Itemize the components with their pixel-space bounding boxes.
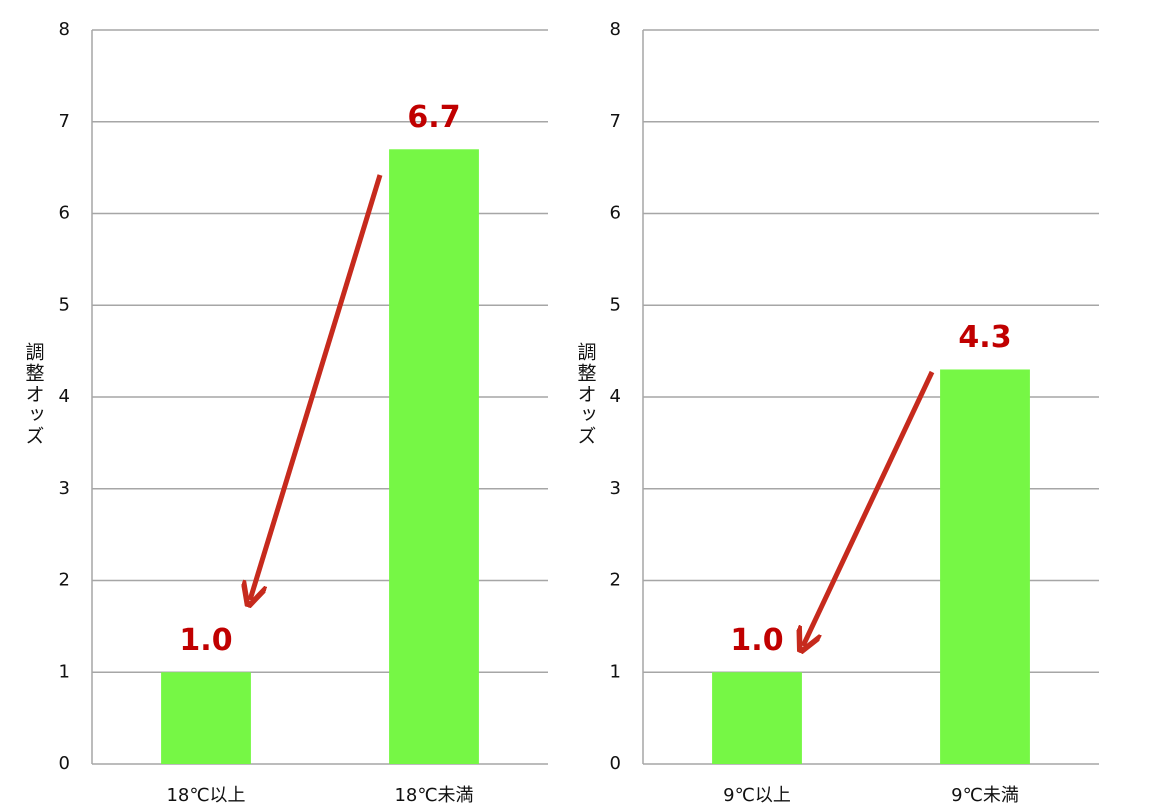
y-axis-label: 調整オッズ bbox=[23, 342, 45, 447]
x-tick-label: 9℃未満 bbox=[951, 785, 1019, 806]
y-tick-label: 1 bbox=[59, 661, 70, 682]
y-tick-label: 5 bbox=[610, 294, 621, 315]
arrow bbox=[803, 370, 935, 646]
y-tick-label: 8 bbox=[610, 19, 621, 40]
x-tick-label: 9℃以上 bbox=[723, 785, 791, 806]
value-label: 1.0 bbox=[179, 623, 232, 658]
y-tick-label: 0 bbox=[610, 753, 621, 774]
y-tick-label: 0 bbox=[59, 753, 70, 774]
y-tick-label: 6 bbox=[59, 203, 70, 224]
y-tick-label: 7 bbox=[59, 111, 70, 132]
value-label: 6.7 bbox=[407, 100, 460, 135]
y-tick-label: 6 bbox=[610, 203, 621, 224]
y-tick-label: 1 bbox=[610, 661, 621, 682]
y-tick-label: 3 bbox=[59, 478, 70, 499]
bar bbox=[161, 672, 251, 764]
y-tick-label: 4 bbox=[59, 386, 70, 407]
bar bbox=[712, 672, 802, 764]
bar bbox=[940, 369, 1030, 764]
y-tick-label: 3 bbox=[610, 478, 621, 499]
arrow bbox=[250, 174, 383, 600]
value-label: 4.3 bbox=[958, 320, 1011, 355]
bar bbox=[389, 149, 479, 764]
y-tick-label: 8 bbox=[59, 19, 70, 40]
value-label: 1.0 bbox=[730, 623, 783, 658]
x-tick-label: 18℃未満 bbox=[394, 785, 473, 806]
y-axis-label: 調整オッズ bbox=[575, 342, 597, 447]
y-tick-label: 2 bbox=[59, 570, 70, 591]
x-tick-label: 18℃以上 bbox=[166, 785, 245, 806]
y-tick-label: 4 bbox=[610, 386, 621, 407]
y-tick-label: 7 bbox=[610, 111, 621, 132]
y-tick-label: 2 bbox=[610, 570, 621, 591]
y-tick-label: 5 bbox=[59, 294, 70, 315]
